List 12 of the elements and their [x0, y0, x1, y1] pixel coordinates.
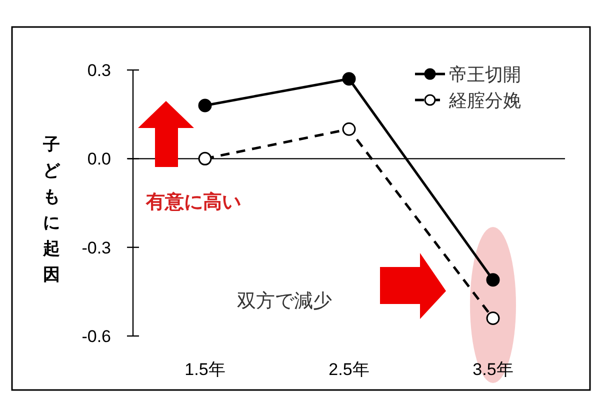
x-tick-label: 2.5年	[328, 360, 370, 379]
y-tick-label: -0.6	[82, 326, 111, 346]
y-axis-title: 子どもに起因	[42, 135, 61, 284]
annotation: 有意に高い	[145, 191, 241, 213]
y-tick-label: -0.3	[82, 238, 111, 258]
y-tick-label: 0.0	[87, 150, 111, 169]
x-tick-label: 3.5年	[472, 360, 514, 379]
annotation: 双方で減少	[237, 290, 332, 312]
legend-label: 経腟分娩	[448, 90, 521, 110]
legend-label: 帝王切開	[449, 64, 521, 84]
x-tick-label: 1.5年	[184, 360, 226, 379]
y-tick-label: 0.3	[87, 60, 111, 80]
